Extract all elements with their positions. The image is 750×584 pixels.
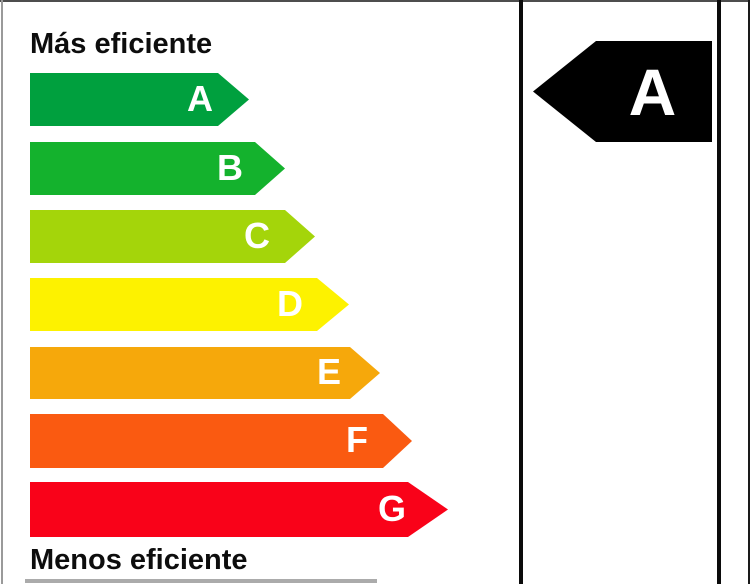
bottom-partial-line [25,579,377,583]
right-border-line [748,0,750,584]
rating-letter: A [187,77,213,119]
rating-bar-e: E [30,347,380,399]
rating-bar-c: C [30,210,315,263]
rating-bar-f: F [30,414,412,468]
rating-letter: G [377,487,406,529]
rating-bar-g: G [30,482,448,537]
rating-letter: F [346,419,368,460]
top-border-line [0,0,750,2]
rating-letter: D [277,282,303,324]
rating-bar-a: A [30,73,249,126]
rating-bar-b: B [30,142,285,195]
rating-letter: C [244,214,270,256]
rating-indicator-letter: A [628,54,677,129]
rating-indicator-arrow: A [533,41,712,142]
rating-bar-d: D [30,278,349,331]
rating-letter: B [217,146,243,188]
rating-letter: E [316,351,341,392]
less-efficient-title: Menos eficiente [30,544,248,576]
left-border-line [1,0,3,584]
column-divider-line-right [717,0,721,584]
more-efficient-title: Más eficiente [30,28,213,60]
column-divider-line-left [519,0,523,584]
